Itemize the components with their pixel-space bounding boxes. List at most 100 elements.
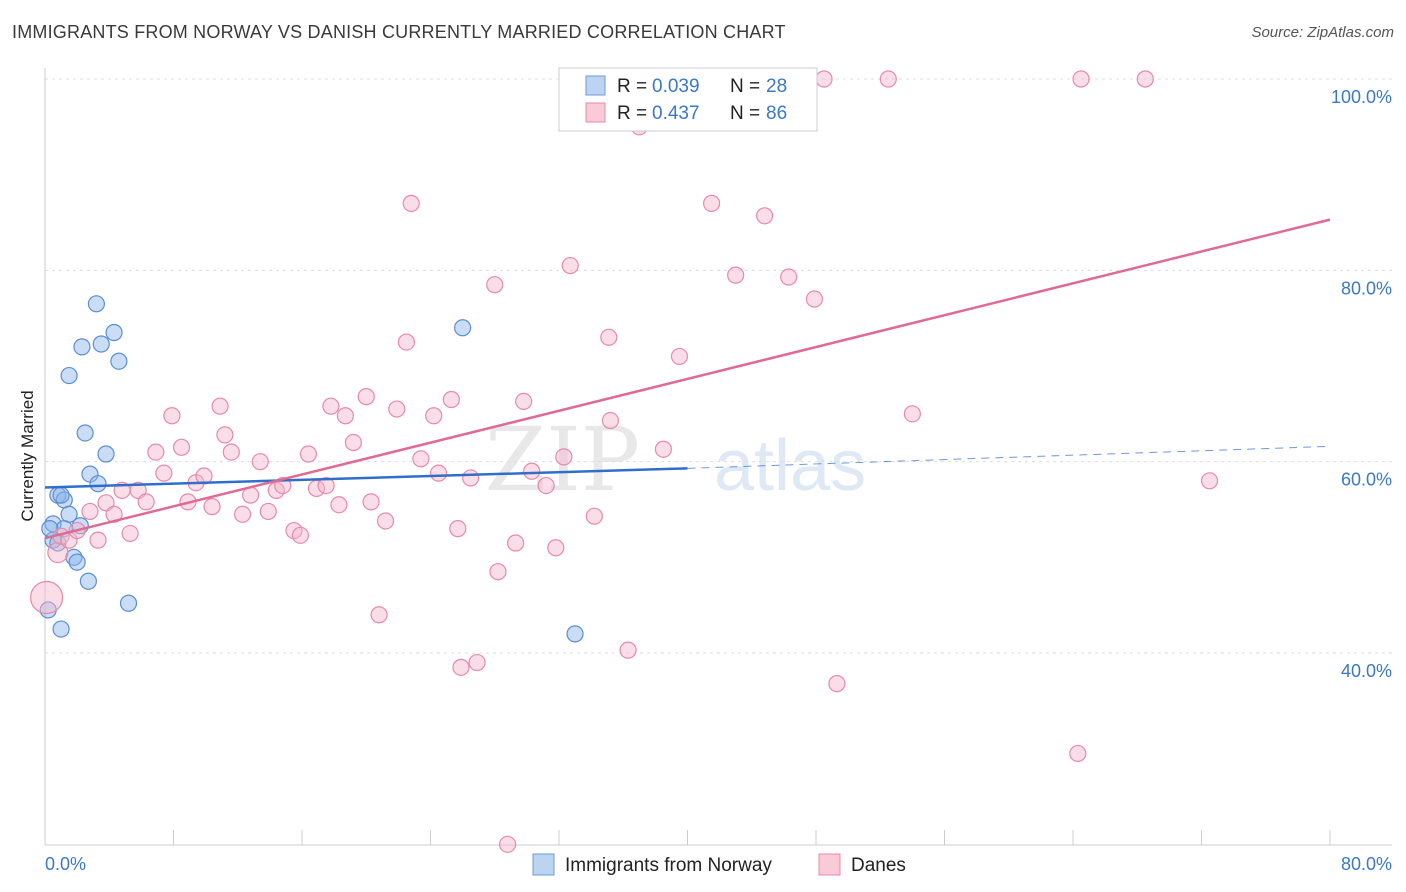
y-tick-label: 80.0% [1341,278,1392,298]
trend-line-danes [44,218,1331,540]
chart-title: IMMIGRANTS FROM NORWAY VS DANISH CURRENT… [12,22,786,42]
data-point [452,658,470,676]
data-point [203,498,221,516]
data-point [1069,744,1087,763]
data-point [412,450,430,468]
data-point [600,328,618,346]
data-point [291,526,309,544]
trend-line-norway-extension [687,445,1331,469]
data-point [233,505,252,523]
data-point [454,319,472,337]
legend-n-label-2: N = [730,103,760,124]
data-point [805,290,823,308]
data-point [147,443,165,461]
data-point [52,486,70,504]
data-point [172,438,191,456]
data-point [462,469,480,487]
data-point [879,70,897,88]
legend-swatch-norway [585,75,606,96]
data-point [507,534,525,552]
data-point [60,505,78,523]
trend-line-norway [44,467,688,489]
data-point [251,453,269,471]
data-point [370,606,388,624]
x-tick-label: 80.0% [1341,854,1392,874]
data-point [537,476,555,495]
y-tick-label: 60.0% [1341,470,1392,490]
data-point [30,580,64,615]
data-points [30,70,1219,853]
data-point [515,392,533,410]
data-point [903,405,921,423]
data-point [211,397,229,415]
data-point [155,464,173,482]
data-point [561,256,579,275]
grid [45,78,1392,654]
data-point [376,512,395,530]
data-point [489,563,507,581]
data-point [468,653,486,672]
data-point [92,335,110,353]
data-point [119,594,138,612]
data-point [1136,70,1154,88]
data-point [79,572,97,590]
data-point [68,553,86,571]
legend-r-value-1: 0.039 [652,76,700,97]
data-point [89,531,107,549]
data-point [110,352,128,370]
legend-r-label-1: R = [617,76,647,97]
legend-r-value-2: 0.437 [652,103,700,124]
data-point [322,397,340,415]
data-point [619,641,637,659]
data-point [449,520,467,538]
data-point [397,333,416,351]
series-legend-label-norway: Immigrants from Norway [565,855,772,876]
y-tick-label: 40.0% [1341,661,1392,681]
data-point [97,445,115,463]
data-point [299,445,318,463]
series-legend-swatch-danes [818,853,841,876]
watermark: ZIP atlas [485,408,866,511]
chart-source: Source: ZipAtlas.com [1251,24,1394,41]
data-point [163,407,181,425]
stats-legend: R = 0.039 N = 28 R = 0.437 N = 86 [558,67,818,132]
data-point [442,390,460,409]
data-point [336,407,354,425]
data-point [566,625,584,643]
series-legend-label-danes: Danes [851,855,906,876]
data-point [330,496,348,514]
data-point [388,400,406,418]
data-point [755,207,774,225]
data-point [702,194,721,212]
data-point [425,407,443,425]
data-point [89,475,107,493]
data-point [601,411,620,430]
legend-r-label-2: R = [617,103,647,124]
series-legend-swatch-norway [532,853,555,876]
watermark-zip: ZIP [485,408,640,511]
data-point [222,443,240,461]
data-point [137,493,155,511]
data-point [1200,472,1219,490]
data-point [259,502,277,521]
legend-n-label-1: N = [730,76,760,97]
data-point [780,268,798,286]
data-point [73,338,91,356]
data-point [47,541,69,564]
data-point [195,467,213,485]
data-point [815,70,833,88]
y-axis-title: Currently Married [18,390,37,521]
data-point [317,476,335,495]
data-point [105,323,123,342]
data-point [76,424,94,442]
legend-n-value-1: 28 [766,76,787,97]
data-point [121,524,139,543]
data-point [60,366,78,385]
legend-n-value-2: 86 [766,103,787,124]
data-point [357,388,375,406]
data-point [828,675,846,693]
data-point [87,295,106,313]
data-point [585,507,603,525]
data-point [362,493,380,511]
